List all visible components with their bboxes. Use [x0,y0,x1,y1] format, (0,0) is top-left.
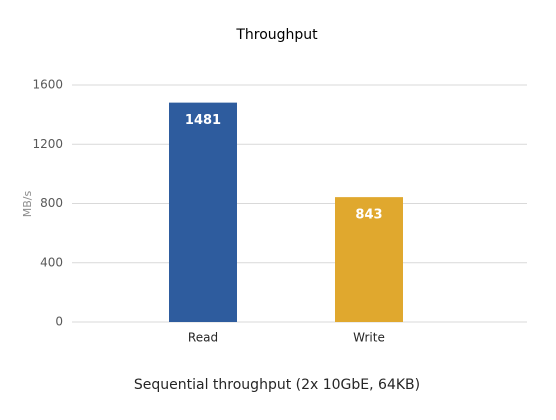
y-axis-label: MB/s [21,190,34,217]
data-label: 1481 [185,113,221,128]
y-tick-label: 400 [40,255,63,269]
y-tick-label: 1200 [32,137,63,151]
chart-title: Throughput [235,27,318,43]
y-tick-label: 0 [55,315,63,329]
x-tick-label: Read [188,331,218,345]
y-tick-label: 800 [40,196,63,210]
data-label: 843 [355,208,382,223]
x-tick-label: Write [353,331,385,345]
bar [335,197,403,322]
bar [169,102,237,322]
x-axis-label: Sequential throughput (2x 10GbE, 64KB) [134,377,420,393]
y-tick-label: 1600 [32,78,63,92]
